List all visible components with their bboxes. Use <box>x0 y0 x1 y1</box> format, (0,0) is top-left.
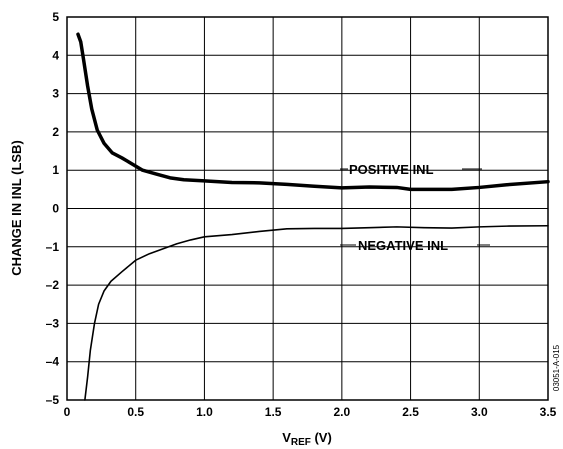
positive-inl-line <box>76 32 550 192</box>
x-axis-title-unit: (V) <box>311 430 332 445</box>
x-tick-label: 3.0 <box>471 405 488 419</box>
y-tick-label: 0 <box>52 202 59 216</box>
negative-inl-line <box>84 224 549 401</box>
x-tick-label: 2.0 <box>334 405 351 419</box>
positive-inl-label: POSITIVE INL <box>349 162 434 177</box>
y-tick-label: –1 <box>46 240 60 254</box>
y-tick-label: –3 <box>46 316 60 330</box>
y-tick-labels: –5 –4 –3 –2 –1 0 1 2 3 4 5 <box>46 10 60 407</box>
x-tick-label: 2.5 <box>402 405 419 419</box>
y-tick-label: –4 <box>46 355 60 369</box>
y-tick-label: 1 <box>52 163 59 177</box>
x-axis-title-main: V <box>282 430 291 445</box>
positive-inl-label-group: POSITIVE INL <box>340 162 482 177</box>
y-tick-label: 3 <box>52 87 59 101</box>
x-tick-label: 0 <box>64 405 71 419</box>
grid <box>67 17 548 400</box>
negative-inl-label-group: NEGATIVE INL <box>340 238 490 253</box>
x-axis-title: VREF (V) <box>282 430 332 448</box>
x-tick-labels: 0 0.5 1.0 1.5 2.0 2.5 3.0 3.5 <box>64 405 557 419</box>
y-tick-label: 4 <box>52 48 59 62</box>
x-tick-label: 1.0 <box>196 405 213 419</box>
y-tick-label: –2 <box>46 278 60 292</box>
series-lines <box>76 32 550 401</box>
y-tick-label: 5 <box>52 10 59 24</box>
y-tick-label: –5 <box>46 393 60 407</box>
plot-frame <box>66 16 549 401</box>
x-tick-label: 3.5 <box>540 405 557 419</box>
x-axis-title-subscript: REF <box>291 437 311 448</box>
figure-id: 03051-A-015 <box>552 344 561 391</box>
y-tick-label: 2 <box>52 125 59 139</box>
y-axis-title: CHANGE IN INL (LSB) <box>9 140 24 276</box>
x-tick-label: 0.5 <box>127 405 144 419</box>
negative-inl-label: NEGATIVE INL <box>358 238 448 253</box>
x-tick-label: 1.5 <box>265 405 282 419</box>
